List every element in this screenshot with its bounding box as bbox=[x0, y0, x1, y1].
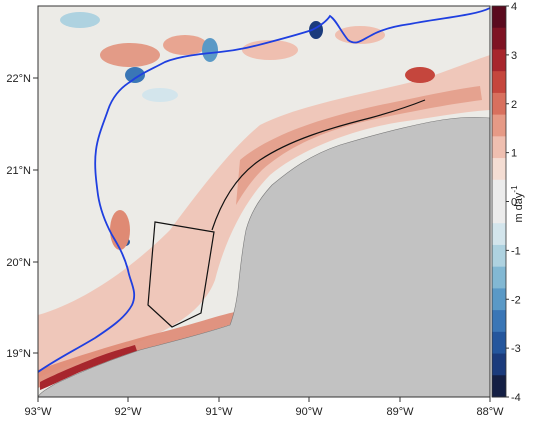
positive-patch bbox=[163, 35, 207, 55]
x-tick-label: 90°W bbox=[295, 406, 323, 418]
colorbar-tick-label: 4 bbox=[511, 1, 517, 13]
y-tick-label: 21°N bbox=[6, 165, 31, 177]
colorbar-segment bbox=[492, 49, 506, 72]
colorbar-segment bbox=[492, 223, 506, 246]
colorbar-segment bbox=[492, 375, 506, 398]
colorbar: 4 3 2 1 0 -1 -2 -3 -4 bbox=[491, 1, 521, 404]
x-tick-label: 92°W bbox=[114, 406, 142, 418]
colorbar-tick-label: -3 bbox=[511, 343, 521, 355]
map-plot-area bbox=[38, 6, 490, 397]
strong-positive-south bbox=[40, 345, 137, 390]
colorbar-segment bbox=[492, 92, 506, 116]
black-polygon-box bbox=[147, 221, 215, 328]
colorbar-tick-label: 2 bbox=[511, 99, 517, 111]
positive-patch bbox=[100, 43, 160, 67]
colorbar-segment bbox=[492, 266, 506, 289]
y-tick-label: 19°N bbox=[6, 348, 31, 360]
colorbar-segment bbox=[492, 6, 506, 29]
x-axis: 93°W 92°W 91°W 90°W 89°W 88°W bbox=[24, 397, 504, 418]
positive-anomaly-band bbox=[38, 55, 490, 378]
colorbar-segment bbox=[492, 136, 506, 159]
colorbar-tick-label: 3 bbox=[511, 50, 517, 62]
negative-patch bbox=[202, 38, 218, 62]
colorbar-segment bbox=[492, 114, 506, 137]
y-tick-label: 22°N bbox=[6, 73, 31, 85]
colorbar-segment bbox=[492, 27, 506, 50]
colorbar-unit-exponent: -1 bbox=[510, 185, 519, 193]
colorbar-unit-base: m day bbox=[513, 192, 525, 222]
positive-patch bbox=[405, 67, 435, 83]
colorbar-segment bbox=[492, 201, 506, 224]
blue-contour-line bbox=[38, 7, 490, 373]
colorbar-segment bbox=[492, 353, 506, 376]
colorbar-tick-label: -2 bbox=[511, 294, 521, 306]
y-axis: 22°N 21°N 20°N 19°N bbox=[6, 73, 38, 360]
colorbar-segment bbox=[492, 331, 506, 355]
positive-patch bbox=[110, 210, 130, 250]
land-yucatan bbox=[38, 116, 490, 397]
colorbar-tick-label: 0 bbox=[511, 197, 517, 209]
x-tick-label: 93°W bbox=[24, 406, 52, 418]
x-tick-label: 91°W bbox=[205, 406, 233, 418]
colorbar-tick-label: 1 bbox=[511, 148, 517, 160]
colorbar-segment bbox=[492, 71, 506, 94]
colorbar-segment bbox=[492, 179, 506, 202]
black-track-line bbox=[211, 99, 426, 231]
colorbar-segment bbox=[492, 158, 506, 181]
colorbar-segment bbox=[492, 310, 506, 333]
negative-patch bbox=[125, 67, 145, 83]
negative-patch bbox=[60, 12, 100, 28]
x-tick-label: 88°W bbox=[476, 406, 504, 418]
colorbar-tick-label: -4 bbox=[511, 392, 521, 404]
map-frame bbox=[37, 5, 491, 398]
colorbar-segment bbox=[492, 288, 506, 311]
x-tick-label: 89°W bbox=[386, 406, 414, 418]
y-tick-label: 20°N bbox=[6, 257, 31, 269]
positive-patch bbox=[242, 40, 298, 60]
colorbar-unit-label: m day-1 bbox=[510, 185, 525, 223]
positive-anomaly-south bbox=[38, 312, 238, 388]
colorbar-segment bbox=[492, 244, 506, 268]
colorbar-tick-label: -1 bbox=[511, 245, 521, 257]
negative-patch bbox=[142, 88, 178, 102]
